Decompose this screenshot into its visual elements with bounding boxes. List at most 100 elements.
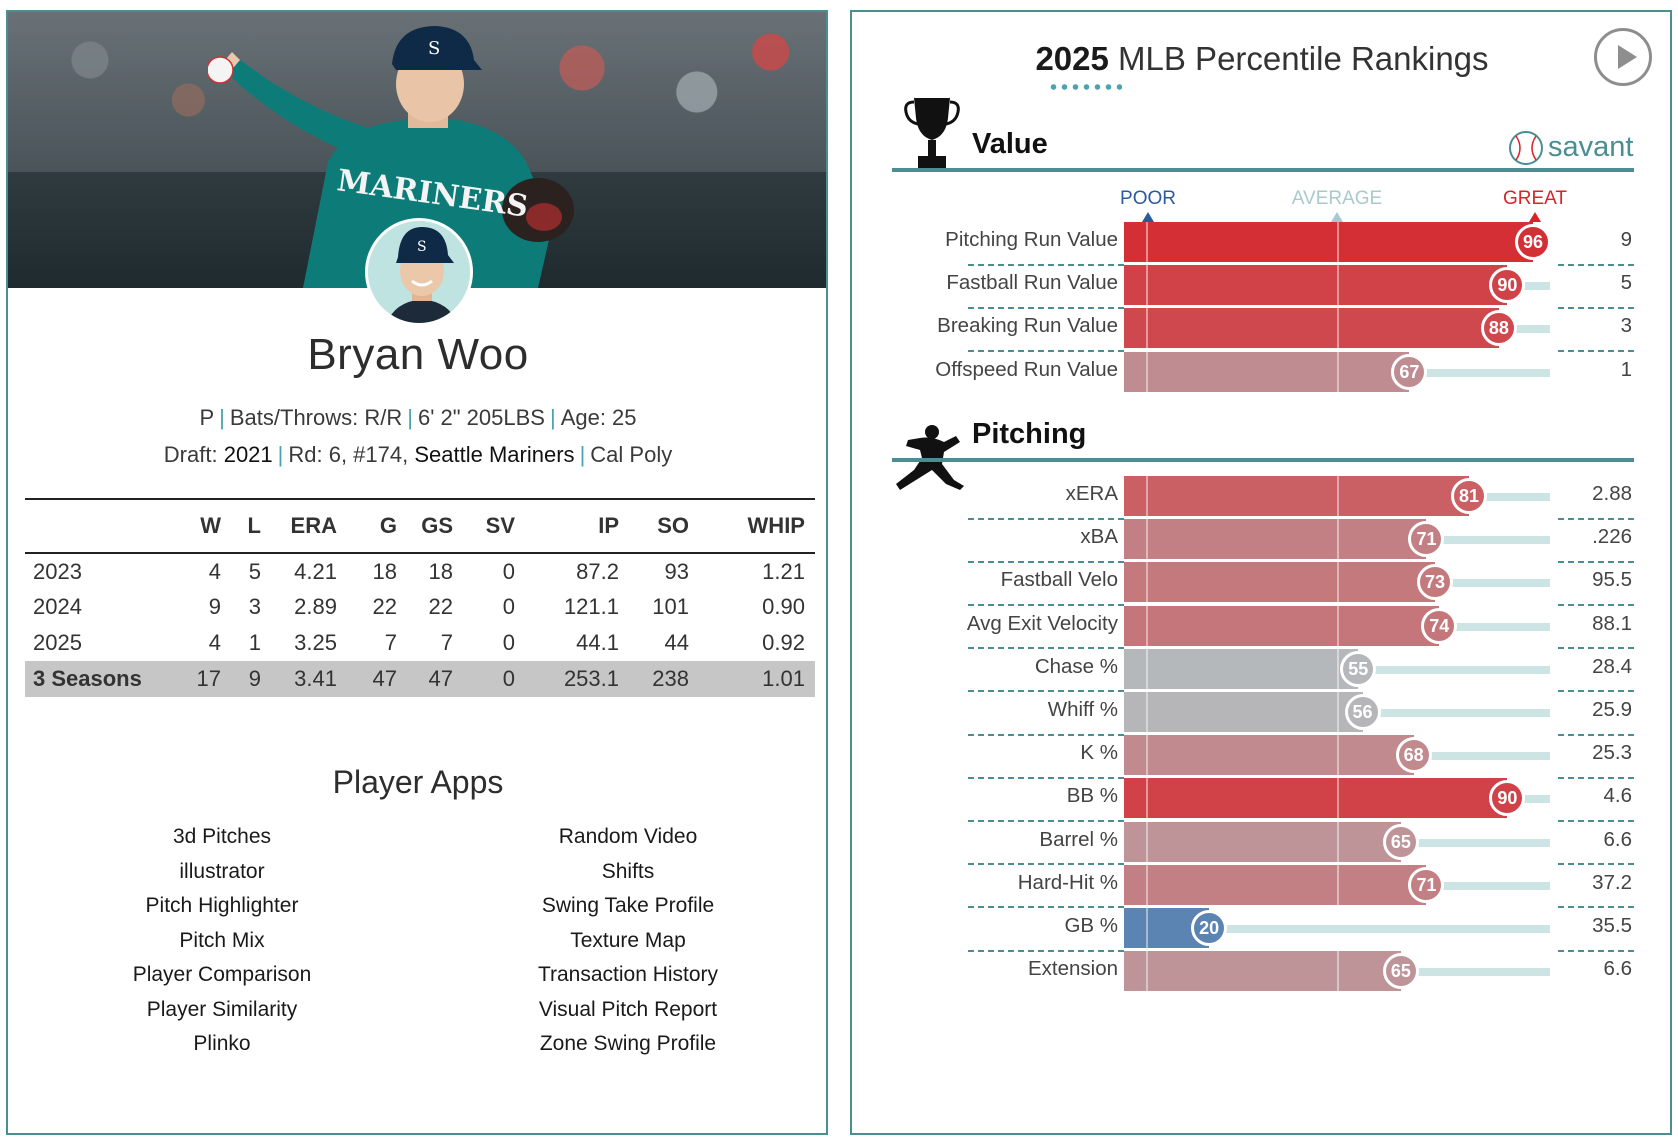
stats-cell: 18 (372, 558, 397, 584)
percentile-badge: 88 (1480, 310, 1517, 347)
bio-position: P (199, 405, 215, 430)
stats-header-cell: G (347, 498, 407, 554)
percentile-badge: 20 (1191, 910, 1228, 946)
row-separator (968, 819, 1124, 822)
percentile-badge: 65 (1382, 953, 1419, 990)
table-row-total: 3 Seasons 17 9 3.41 47 47 0 253.1 238 1.… (25, 661, 815, 697)
percentile-badge: 96 (1514, 224, 1551, 260)
stats-cell: 0.90 (762, 594, 805, 619)
average-marker-icon (1331, 212, 1343, 222)
stats-header-cell: ERA (271, 498, 347, 554)
row-separator (968, 949, 1124, 952)
app-link[interactable]: Shifts (601, 859, 655, 883)
row-separator (968, 517, 1124, 520)
scale-label-great: GREAT (1502, 188, 1568, 209)
percentile-bar (1124, 265, 1508, 306)
percentile-badge: 67 (1391, 353, 1428, 390)
stats-cell: 9 (231, 661, 271, 697)
metric-name: GB % (1064, 914, 1118, 937)
percentile-row[interactable]: Breaking Run Value 88 3 (852, 308, 1670, 349)
percentile-row[interactable]: Fastball Run Value 90 5 (852, 265, 1670, 306)
bar-gridline (1337, 864, 1339, 905)
bar-gridline (1337, 778, 1339, 819)
svg-text:S: S (417, 239, 427, 255)
app-link[interactable]: Player Comparison (132, 963, 312, 986)
percentile-bar (1124, 692, 1363, 732)
app-link[interactable]: illustrator (179, 859, 265, 883)
row-separator (1558, 906, 1634, 909)
app-link[interactable]: Pitch Highlighter (145, 894, 299, 917)
row-separator (1558, 819, 1634, 822)
percentile-bar (1124, 864, 1427, 905)
percentile-row[interactable]: Hard-Hit % 71 37.2 (852, 864, 1670, 905)
stats-cell: 253.1 (525, 661, 629, 697)
bar-gridline (1146, 605, 1148, 646)
percentile-row[interactable]: GB % 20 35.5 (852, 908, 1670, 948)
percentile-row[interactable]: BB % 90 4.6 (852, 778, 1670, 819)
row-separator (1558, 733, 1634, 736)
player-draft-info: Draft: 2021 | Rd: 6, #174, Seattle Mariner… (8, 442, 826, 468)
app-link[interactable]: Visual Pitch Report (538, 997, 718, 1021)
percentile-bar (1124, 735, 1414, 776)
stats-cell: 3.25 (294, 630, 337, 655)
bar-gridline (1146, 222, 1148, 262)
percentile-bar (1124, 351, 1410, 392)
percentile-row[interactable]: xBA 71 .226 (852, 519, 1670, 560)
bar-gridline (1337, 476, 1339, 516)
row-separator (968, 349, 1124, 352)
metric-name: Avg Exit Velocity (966, 611, 1118, 635)
bio-bats-throws: Bats/Throws: R/R (229, 405, 403, 430)
percentile-row[interactable]: Barrel % 65 6.6 (852, 821, 1670, 862)
metric-value: 88.1 (1592, 611, 1632, 635)
stats-header-cell: GS (407, 498, 463, 554)
percentile-row[interactable]: Offspeed Run Value 67 1 (852, 351, 1670, 392)
row-separator (968, 306, 1124, 309)
player-apps-title: Player Apps (332, 764, 504, 800)
section-title-pitching: Pitching (972, 418, 1087, 450)
draft-label: Draft: (163, 442, 218, 467)
app-link[interactable]: Player Similarity (146, 997, 298, 1021)
metric-name: Chase % (1034, 654, 1118, 678)
percentile-row[interactable]: K % 68 25.3 (852, 735, 1670, 776)
metric-name: Fastball Velo (1000, 568, 1118, 592)
app-link[interactable]: Random Video (558, 825, 698, 848)
bar-gridline (1337, 222, 1339, 262)
metric-value: 95.5 (1592, 568, 1632, 592)
bar-gridline (1337, 265, 1339, 306)
play-button[interactable] (1594, 28, 1652, 86)
metric-value: 1 (1620, 357, 1632, 381)
stats-cell: 18 (428, 558, 453, 584)
metric-value: 2.88 (1592, 482, 1632, 505)
table-row: 2023 4 5 4.21 18 18 0 87.2 93 1.21 (25, 553, 815, 589)
savant-logo[interactable]: savant (1508, 130, 1638, 170)
app-link[interactable]: Texture Map (570, 928, 686, 952)
separator: | (407, 405, 413, 430)
percentile-row[interactable]: Chase % 55 28.4 (852, 648, 1670, 689)
app-link[interactable]: Zone Swing Profile (539, 1032, 717, 1055)
percentile-row[interactable]: Fastball Velo 73 95.5 (852, 562, 1670, 603)
stats-table: W L ERA G GS SV IP SO WHIP 2023 4 5 4.21… (25, 498, 815, 697)
row-separator (1558, 863, 1634, 866)
app-link[interactable]: 3d Pitches (172, 825, 272, 848)
percentile-row[interactable]: xERA 81 2.88 (852, 476, 1670, 516)
percentile-row[interactable]: Whiff % 56 25.9 (852, 692, 1670, 732)
metric-value: 25.9 (1592, 698, 1632, 721)
year-selector-dots[interactable] (1048, 84, 1122, 90)
stats-cell: 0 (502, 630, 515, 655)
percentile-row[interactable]: Avg Exit Velocity 74 88.1 (852, 605, 1670, 646)
percentile-row[interactable]: Pitching Run Value 96 9 (852, 222, 1670, 262)
percentile-row[interactable]: Extension 65 6.6 (852, 951, 1670, 992)
stats-cell: 3 (248, 594, 261, 619)
app-link[interactable]: Pitch Mix (179, 928, 265, 952)
stats-cell: 22 (428, 594, 453, 619)
app-link[interactable]: Swing Take Profile (541, 894, 715, 917)
stats-cell: 22 (372, 594, 397, 619)
rankings-title-year: 2025 (1035, 40, 1109, 77)
player-card: S MARINERS S Bryan Woo P | Bats/Throws: R/… (6, 10, 828, 1135)
draft-team: Seattle Mariners (414, 442, 575, 467)
app-link[interactable]: Transaction History (537, 963, 719, 986)
app-link[interactable]: Plinko (193, 1032, 251, 1055)
percentile-bar (1124, 821, 1401, 862)
bar-gridline (1337, 692, 1339, 732)
metric-name: Pitching Run Value (945, 228, 1118, 251)
